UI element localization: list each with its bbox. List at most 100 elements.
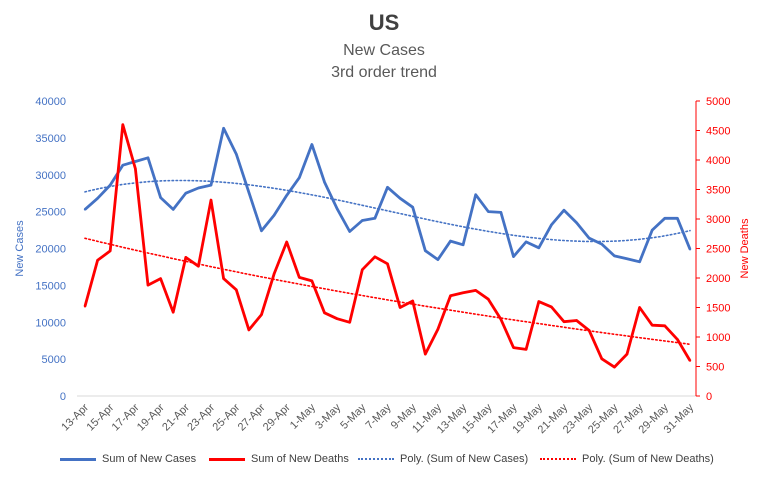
- x-tick-label: 7-May: [364, 401, 394, 431]
- deaths-point: [184, 256, 188, 259]
- y-left-tick-label: 20000: [35, 244, 66, 256]
- cases-point: [613, 254, 616, 258]
- deaths-point: [398, 306, 402, 309]
- y-left-tick-label: 15000: [35, 280, 66, 292]
- deaths-point: [386, 262, 389, 266]
- y-right-tick-label: 500: [706, 362, 724, 374]
- cases-point: [121, 163, 125, 167]
- deaths-point: [159, 277, 162, 280]
- series-cases-line: [84, 126, 692, 264]
- x-tick-label: 15-Apr: [84, 401, 116, 433]
- deaths-point: [348, 321, 351, 324]
- cases-point: [146, 156, 150, 159]
- deaths-point: [676, 338, 679, 341]
- cases-point: [134, 160, 137, 163]
- deaths-point: [600, 357, 603, 361]
- deaths-point: [109, 249, 112, 253]
- y-left-tick-label: 5000: [42, 354, 66, 366]
- y-right-tick-label: 0: [706, 391, 712, 403]
- deaths-point: [373, 255, 377, 258]
- cases-point: [587, 236, 591, 240]
- x-tick-label: 25-Apr: [211, 401, 243, 433]
- deaths-point: [512, 346, 515, 349]
- y-right-tick-label: 3500: [706, 185, 730, 197]
- x-tick-label: 21-Apr: [160, 401, 192, 433]
- cases-point: [285, 194, 288, 197]
- deaths-point: [688, 359, 692, 362]
- deaths-point: [134, 167, 137, 171]
- x-tick-label: 13-Apr: [59, 401, 91, 433]
- deaths-point: [487, 298, 490, 301]
- cases-point: [550, 223, 553, 227]
- cases-point: [562, 208, 566, 212]
- legend-label-cases-trend: Poly. (Sum of New Cases): [400, 453, 529, 465]
- cases-point: [575, 221, 578, 224]
- legend-swatch-deaths-trend: [540, 458, 576, 460]
- deaths-point: [335, 317, 339, 320]
- deaths-point: [625, 352, 629, 356]
- x-tick-label: 5-May: [338, 401, 368, 431]
- cases-point: [461, 243, 465, 247]
- deaths-point: [247, 328, 251, 332]
- legend-item-deaths-trend: Poly. (Sum of New Deaths): [540, 453, 714, 465]
- cases-point: [688, 248, 692, 251]
- series-deaths-line: [83, 123, 692, 369]
- cases-point: [323, 180, 326, 184]
- cases-point: [537, 246, 540, 249]
- deaths-point: [260, 313, 263, 316]
- y-left-tick-label: 40000: [35, 96, 66, 108]
- deaths-point: [411, 299, 414, 303]
- cases-point: [512, 255, 515, 258]
- y-right-tick-label: 3000: [706, 214, 730, 226]
- cases-point: [487, 210, 490, 213]
- deaths-point: [197, 265, 200, 268]
- legend-swatch-cases-trend: [358, 458, 394, 460]
- deaths-point: [474, 289, 477, 292]
- x-tick-label: 19-Apr: [135, 401, 167, 433]
- cases-point: [398, 197, 402, 200]
- cases-point: [424, 249, 427, 252]
- cases-point: [109, 183, 112, 187]
- x-tick-label: 29-Apr: [261, 401, 293, 433]
- x-tick-label: 17-Apr: [110, 401, 142, 433]
- cases-point: [335, 207, 339, 210]
- deaths-point: [121, 123, 125, 126]
- deaths-point: [613, 365, 616, 369]
- deaths-point: [663, 324, 666, 327]
- deaths-point: [172, 311, 175, 314]
- cases-point: [650, 228, 654, 232]
- y-left-tick-label: 10000: [35, 317, 66, 329]
- y-right-tick-label: 4000: [706, 155, 730, 167]
- cases-point: [436, 258, 440, 261]
- cases-point: [197, 186, 200, 190]
- cases-point: [235, 152, 238, 156]
- y-left-tick-label: 0: [60, 391, 66, 403]
- deaths-point: [222, 277, 225, 280]
- cases-point: [449, 239, 452, 243]
- deaths-point: [83, 305, 87, 308]
- cases-point: [209, 183, 213, 187]
- cases-point: [96, 197, 99, 200]
- x-tick-label: 27-Apr: [236, 401, 268, 433]
- deaths-point: [638, 306, 641, 309]
- deaths-point: [449, 294, 452, 297]
- legend: Sum of New Cases Sum of New Deaths Poly.…: [0, 453, 768, 469]
- chart-subtitle: New Cases: [343, 42, 425, 59]
- deaths-point: [562, 320, 566, 323]
- cases-point: [499, 211, 503, 214]
- legend-label-cases: Sum of New Cases: [102, 453, 197, 465]
- cases-point: [638, 260, 641, 263]
- cases-point: [524, 240, 528, 244]
- cases-point: [172, 208, 175, 211]
- legend-label-deaths-trend: Poly. (Sum of New Deaths): [582, 453, 714, 465]
- deaths-point: [499, 318, 503, 321]
- y-right-tick-label: 1500: [706, 303, 730, 315]
- x-tick-label: 3-May: [313, 401, 343, 431]
- x-tick-label: 1-May: [288, 401, 318, 431]
- deaths-point: [298, 276, 301, 279]
- cases-point: [184, 191, 188, 195]
- legend-swatch-cases: [60, 457, 96, 461]
- cases-point: [83, 208, 87, 211]
- deaths-point: [575, 319, 578, 322]
